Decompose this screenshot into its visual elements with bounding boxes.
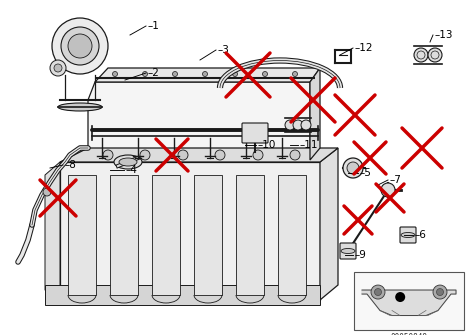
Text: –1: –1 (148, 21, 160, 31)
Circle shape (112, 71, 118, 76)
Circle shape (253, 150, 263, 160)
Ellipse shape (401, 232, 415, 238)
Circle shape (381, 183, 395, 197)
Text: –11: –11 (300, 140, 319, 150)
Text: –4: –4 (126, 165, 138, 175)
Ellipse shape (114, 155, 142, 169)
Polygon shape (278, 175, 306, 295)
Circle shape (414, 48, 428, 62)
FancyBboxPatch shape (400, 227, 416, 243)
Polygon shape (60, 148, 338, 162)
Circle shape (292, 71, 298, 76)
Circle shape (433, 285, 447, 299)
Polygon shape (236, 175, 264, 295)
Circle shape (143, 71, 147, 76)
Polygon shape (362, 290, 456, 316)
Circle shape (68, 34, 92, 58)
Text: –10: –10 (258, 140, 276, 150)
Text: –9: –9 (355, 250, 367, 260)
Circle shape (343, 158, 363, 178)
Ellipse shape (119, 158, 137, 166)
Circle shape (52, 18, 108, 74)
Polygon shape (88, 82, 310, 160)
Bar (354, 272, 464, 330)
Circle shape (395, 292, 405, 302)
Circle shape (202, 71, 208, 76)
Circle shape (428, 48, 442, 62)
Circle shape (54, 64, 62, 72)
Circle shape (371, 285, 385, 299)
Circle shape (285, 120, 295, 130)
Circle shape (61, 27, 99, 65)
Circle shape (173, 71, 177, 76)
Circle shape (233, 71, 237, 76)
Polygon shape (45, 285, 320, 305)
Circle shape (50, 60, 66, 76)
FancyBboxPatch shape (340, 243, 356, 259)
Polygon shape (68, 175, 96, 295)
Text: –6: –6 (415, 230, 427, 240)
Circle shape (43, 188, 51, 196)
Polygon shape (320, 148, 338, 300)
Circle shape (374, 288, 382, 295)
Circle shape (103, 150, 113, 160)
Circle shape (290, 150, 300, 160)
Circle shape (263, 71, 267, 76)
Circle shape (140, 150, 150, 160)
Text: –12: –12 (355, 43, 374, 53)
Circle shape (437, 288, 444, 295)
Text: –7: –7 (390, 175, 402, 185)
Polygon shape (95, 68, 320, 82)
Circle shape (178, 150, 188, 160)
Text: –13: –13 (435, 30, 454, 40)
Text: –8: –8 (65, 160, 77, 170)
Ellipse shape (341, 249, 355, 254)
Circle shape (215, 150, 225, 160)
Text: –2: –2 (148, 68, 160, 78)
Circle shape (347, 162, 359, 174)
Polygon shape (60, 162, 320, 300)
Ellipse shape (58, 103, 102, 111)
Polygon shape (194, 175, 222, 295)
Text: –5: –5 (360, 168, 372, 178)
Text: 00050849: 00050849 (391, 333, 428, 335)
Circle shape (293, 120, 303, 130)
Polygon shape (110, 175, 138, 295)
Polygon shape (152, 175, 180, 295)
Polygon shape (45, 162, 60, 300)
Polygon shape (310, 68, 320, 160)
Circle shape (301, 120, 311, 130)
FancyBboxPatch shape (242, 123, 268, 143)
Text: –3: –3 (218, 45, 230, 55)
